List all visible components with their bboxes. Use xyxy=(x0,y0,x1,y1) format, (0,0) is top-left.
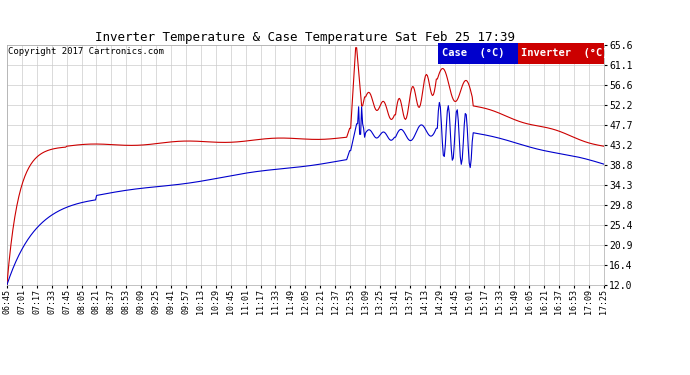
Text: Case  (°C): Case (°C) xyxy=(442,48,504,57)
Title: Inverter Temperature & Case Temperature Sat Feb 25 17:39: Inverter Temperature & Case Temperature … xyxy=(95,31,515,44)
Text: Copyright 2017 Cartronics.com: Copyright 2017 Cartronics.com xyxy=(8,47,164,56)
Text: Inverter  (°C): Inverter (°C) xyxy=(521,48,609,57)
